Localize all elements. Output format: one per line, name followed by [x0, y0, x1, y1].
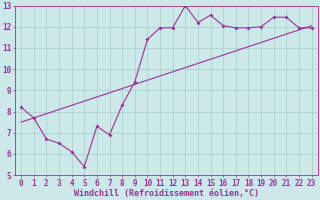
- X-axis label: Windchill (Refroidissement éolien,°C): Windchill (Refroidissement éolien,°C): [74, 189, 259, 198]
